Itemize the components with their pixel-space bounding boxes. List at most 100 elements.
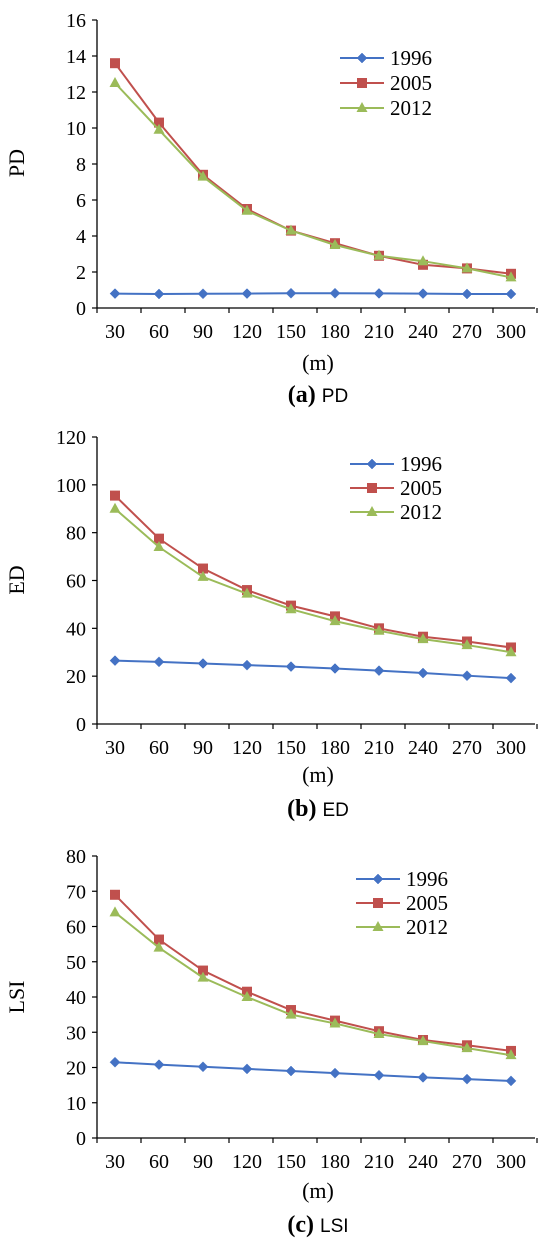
chart-1: 0 20 40 60 80 100 120 30 60 90 120 150 180 210 240 270 3… xyxy=(4,427,538,822)
data-point xyxy=(417,1072,429,1083)
legend-label: 2005 xyxy=(406,891,448,915)
data-point xyxy=(505,288,517,300)
chart-caption: (b) ED xyxy=(287,796,349,822)
caption-letter: (c) xyxy=(287,1212,314,1238)
legend-marker xyxy=(366,458,378,470)
data-point xyxy=(154,117,164,128)
data-point xyxy=(197,288,209,300)
data-point xyxy=(417,667,429,679)
y-tick-label: 0 xyxy=(76,1128,86,1150)
legend-label: 2012 xyxy=(406,915,448,939)
legend-marker xyxy=(356,52,368,64)
data-point xyxy=(461,639,473,650)
data-point xyxy=(197,971,209,982)
chart-0: 0 2 4 6 8 10 12 14 16 30 60 90 120 150 180 210 240 270 300… xyxy=(4,10,538,408)
data-point xyxy=(110,889,120,900)
x-tick-label: 30 xyxy=(105,737,125,759)
x-tick-label: 90 xyxy=(193,321,213,343)
x-tick-label: 240 xyxy=(408,1151,438,1173)
data-point xyxy=(198,563,208,574)
data-point xyxy=(153,541,165,552)
series-1996 xyxy=(109,655,517,684)
x-tick-label: 300 xyxy=(496,321,526,343)
y-tick-label: 2 xyxy=(76,262,86,284)
series-line xyxy=(114,62,512,275)
data-point xyxy=(241,991,253,1001)
data-point xyxy=(417,633,429,644)
legend-marker xyxy=(367,483,377,493)
y-tick-label: 50 xyxy=(66,952,86,974)
data-point xyxy=(373,1069,385,1081)
x-tick-label: 180 xyxy=(320,1151,350,1173)
legend-label: 2012 xyxy=(390,96,432,120)
legend-marker xyxy=(372,873,384,885)
y-tick-label: 4 xyxy=(76,226,86,248)
x-tick-label: 60 xyxy=(149,737,169,759)
x-tick-label: 210 xyxy=(364,1151,394,1173)
y-tick-label: 16 xyxy=(66,10,86,32)
y-tick-label: 8 xyxy=(76,154,86,176)
data-point xyxy=(198,965,208,976)
data-point xyxy=(461,262,473,273)
series-line xyxy=(114,82,512,279)
legend-label: 2005 xyxy=(400,476,442,500)
data-point xyxy=(285,224,297,235)
series-2005 xyxy=(110,889,516,1056)
x-tick-label: 90 xyxy=(193,737,213,759)
y-tick-label: 60 xyxy=(66,571,86,593)
y-tick-label: 80 xyxy=(66,523,86,545)
caption-name: PD xyxy=(322,386,348,407)
x-tick-label: 150 xyxy=(276,1151,306,1173)
x-tick-label: 180 xyxy=(320,321,350,343)
series-1996 xyxy=(109,287,517,300)
data-point xyxy=(505,646,517,657)
data-point xyxy=(197,1061,209,1073)
y-tick-label: 10 xyxy=(66,1093,86,1115)
y-tick-label: 20 xyxy=(66,1058,86,1080)
legend-marker xyxy=(356,102,368,112)
series-1996 xyxy=(109,1056,517,1087)
x-tick-label: 210 xyxy=(364,321,394,343)
data-point xyxy=(461,670,473,682)
data-point xyxy=(285,1065,297,1077)
series-line xyxy=(114,507,512,654)
data-point xyxy=(154,934,164,945)
chart-caption: (c) LSI xyxy=(287,1212,348,1238)
data-point xyxy=(153,123,165,134)
x-tick-label: 240 xyxy=(408,321,438,343)
data-point xyxy=(417,288,429,299)
data-point xyxy=(241,1063,253,1075)
data-point xyxy=(153,656,165,668)
y-tick-label: 14 xyxy=(66,46,86,68)
x-tick-label: 120 xyxy=(232,737,262,759)
x-tick-label: 150 xyxy=(276,321,306,343)
data-point xyxy=(505,672,517,684)
x-tick-label: 300 xyxy=(496,1151,526,1173)
y-tick-label: 12 xyxy=(66,82,86,104)
caption-letter: (b) xyxy=(287,796,316,822)
data-point xyxy=(461,1073,473,1085)
data-point xyxy=(373,288,385,299)
data-point xyxy=(329,615,341,626)
data-point xyxy=(329,663,341,674)
x-tick-label: 90 xyxy=(193,1151,213,1173)
x-axis-label: (m) xyxy=(302,762,334,787)
chart-2: 0 10 20 30 40 50 60 70 80 30 60 90 120 150 180 210 240 27… xyxy=(4,846,538,1238)
y-tick-label: 6 xyxy=(76,190,86,212)
legend-marker xyxy=(357,78,367,88)
x-tick-label: 240 xyxy=(408,737,438,759)
data-point xyxy=(461,288,473,300)
data-point xyxy=(153,288,165,300)
data-point xyxy=(285,661,297,672)
legend-label: 1996 xyxy=(406,867,448,891)
caption-name: LSI xyxy=(320,1216,349,1237)
caption-name: ED xyxy=(322,800,348,821)
y-tick-label: 60 xyxy=(66,917,86,939)
data-point xyxy=(329,1067,341,1079)
caption-letter: (a) xyxy=(288,382,316,408)
data-point xyxy=(109,502,121,513)
data-point xyxy=(285,603,297,614)
series-line xyxy=(114,1061,512,1082)
y-tick-label: 80 xyxy=(66,846,86,868)
